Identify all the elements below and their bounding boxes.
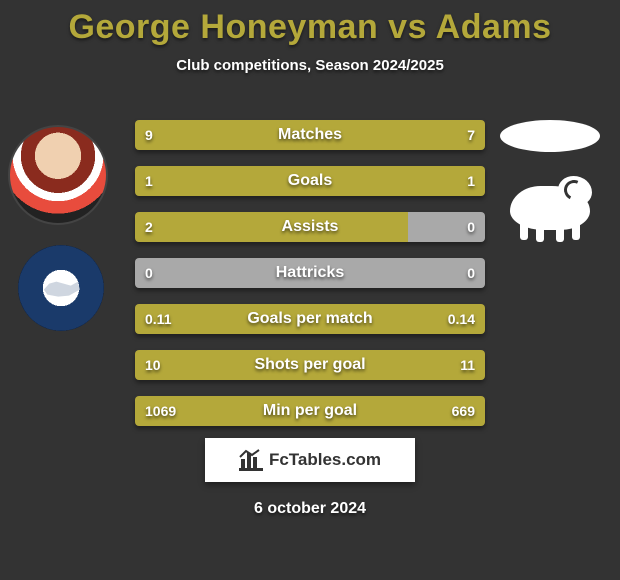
stat-row: 0Hattricks0 (135, 258, 485, 288)
stat-label: Goals (135, 166, 485, 196)
stat-right-value: 1 (467, 166, 475, 196)
stat-label: Hattricks (135, 258, 485, 288)
stat-row: 1Goals1 (135, 166, 485, 196)
date-text: 6 october 2024 (0, 500, 620, 518)
stat-right-value: 0 (467, 212, 475, 242)
subtitle: Club competitions, Season 2024/2025 (0, 57, 620, 74)
comparison-bars: 9Matches71Goals12Assists00Hattricks00.11… (135, 120, 485, 442)
stat-right-value: 669 (452, 396, 475, 426)
stat-row: 9Matches7 (135, 120, 485, 150)
stat-row: 2Assists0 (135, 212, 485, 242)
page-title: George Honeyman vs Adams (0, 0, 620, 47)
stat-label: Shots per goal (135, 350, 485, 380)
stat-right-value: 11 (460, 350, 475, 380)
stat-label: Goals per match (135, 304, 485, 334)
stat-label: Matches (135, 120, 485, 150)
stat-label: Min per goal (135, 396, 485, 426)
stat-row: 0.11Goals per match0.14 (135, 304, 485, 334)
branding-box: FcTables.com (205, 438, 415, 482)
stat-right-value: 7 (467, 120, 475, 150)
stat-row: 10Shots per goal11 (135, 350, 485, 380)
branding-text: FcTables.com (269, 450, 381, 470)
left-player-column (8, 125, 113, 331)
stat-right-value: 0.14 (448, 304, 475, 334)
club-badge-derby (500, 172, 600, 238)
club-badge-millwall (18, 245, 104, 331)
player-photo (8, 125, 108, 225)
stat-label: Assists (135, 212, 485, 242)
right-player-column (490, 120, 610, 238)
stat-right-value: 0 (467, 258, 475, 288)
chart-icon (239, 449, 263, 471)
player-placeholder-oval (500, 120, 600, 152)
stat-row: 1069Min per goal669 (135, 396, 485, 426)
